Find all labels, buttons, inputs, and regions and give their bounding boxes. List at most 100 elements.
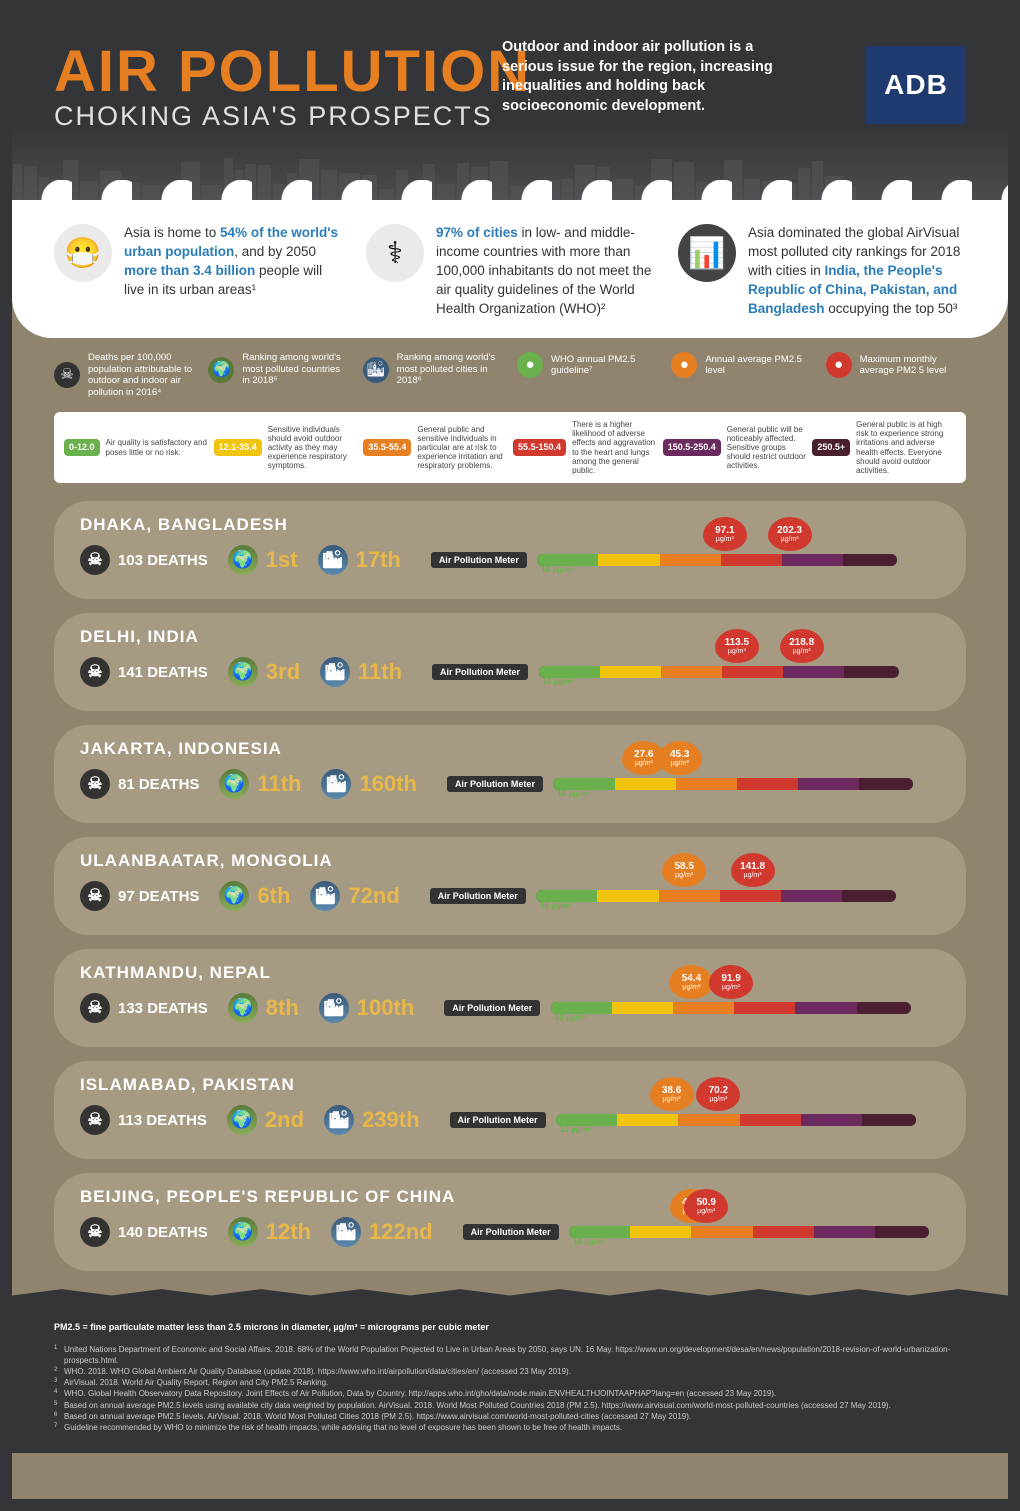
meter-bar	[556, 1114, 916, 1126]
pollution-meter: 41.4µg/m³ 50.9µg/m³ Air Pollution Meter …	[463, 1223, 940, 1241]
deaths-value: 113 DEATHS	[118, 1112, 207, 1129]
pollution-meter: 54.4µg/m³ 91.9µg/m³ Air Pollution Meter …	[444, 999, 940, 1017]
max-bubble: 202.3µg/m³	[768, 517, 812, 551]
city-card-2: JAKARTA, INDONESIA ☠ 81 DEATHS 🌍 11th 🏙 160…	[54, 725, 966, 823]
footnote-6: Based on annual average PM2.5 levels. Ai…	[54, 1411, 966, 1422]
deaths-stat: ☠ 140 DEATHS	[80, 1217, 208, 1247]
globe-icon: 🌍	[227, 1105, 257, 1135]
globe-icon: 🌍	[219, 769, 249, 799]
max-bubble: 218.8µg/m³	[780, 629, 824, 663]
country-rank-value: 2nd	[265, 1107, 304, 1133]
guideline-mark: 10 µg/m³	[560, 1125, 593, 1134]
footnote-2: WHO. 2018. WHO Global Ambient Air Qualit…	[54, 1366, 966, 1377]
meter-label: Air Pollution Meter	[450, 1112, 546, 1128]
legend-icon: 🏙	[363, 357, 389, 383]
legend-item-4: ● Annual average PM2.5 level	[671, 352, 811, 378]
city-card-6: BEIJING, PEOPLE'S REPUBLIC OF CHINA ☠ 140…	[54, 1173, 966, 1271]
meter-bar	[551, 1002, 911, 1014]
max-bubble: 141.8µg/m³	[731, 853, 775, 887]
aqi-segment-2: 35.5-55.4 General public and sensitive i…	[363, 420, 507, 475]
fact-icon: ⚕	[366, 224, 424, 282]
header: AIR POLLUTION CHOKING ASIA'S PROSPECTS O…	[12, 12, 1008, 200]
city-name: ISLAMABAD, PAKISTAN	[80, 1075, 940, 1095]
deaths-value: 81 DEATHS	[118, 776, 199, 793]
pollution-meter: 38.6µg/m³ 70.2µg/m³ Air Pollution Meter …	[450, 1111, 940, 1129]
guideline-mark: 10 µg/m³	[540, 901, 573, 910]
legend-item-3: ● WHO annual PM2.5 guideline⁷	[517, 352, 657, 378]
city-rank-value: 11th	[358, 659, 402, 685]
aqi-range: 250.5+	[812, 439, 850, 455]
guideline-mark: 10 µg/m³	[573, 1237, 606, 1246]
pollution-meter: 58.5µg/m³ 141.8µg/m³ Air Pollution Meter…	[430, 887, 940, 905]
country-rank-value: 6th	[257, 883, 290, 909]
city-card-3: ULAANBAATAR, MONGOLIA ☠97 DEATHS 🌍6th 🏙7…	[54, 837, 966, 935]
footer: PM2.5 = fine particulate matter less tha…	[12, 1305, 1008, 1453]
deaths-stat: ☠ 81 DEATHS	[80, 769, 199, 799]
city-card-1: DELHI, INDIA ☠141 DEATHS 🌍3rd 🏙11th 113.…	[54, 613, 966, 711]
city-rank-value: 100th	[357, 995, 414, 1021]
footer-wave	[12, 1289, 1008, 1305]
skull-icon: ☠	[80, 1217, 110, 1247]
aqi-range: 150.5-250.4	[663, 439, 721, 455]
pollution-meter: 113.5µg/m³ 218.8µg/m³ Air Pollution Mete…	[432, 663, 940, 681]
city-rank-value: 239th	[362, 1107, 419, 1133]
deaths-value: 103 DEATHS	[118, 552, 208, 569]
city-icon: 🏙	[331, 1217, 361, 1247]
skull-icon: ☠	[80, 993, 110, 1023]
country-rank: 🌍 2nd	[227, 1105, 304, 1135]
country-rank-value: 12th	[266, 1219, 311, 1245]
fact-text: Asia is home to 54% of the world's urban…	[124, 224, 342, 300]
aqi-desc: Sensitive individuals should avoid outdo…	[268, 425, 358, 471]
fact-text: 97% of cities in low- and middle-income …	[436, 224, 654, 318]
meter-bar	[536, 890, 896, 902]
legend-item-5: ● Maximum monthly average PM2.5 level	[826, 352, 966, 378]
legend-icon: ☠	[54, 362, 80, 388]
avg-bubble: 113.5µg/m³	[715, 629, 759, 663]
globe-icon: 🌍	[228, 1217, 258, 1247]
country-rank-value: 11th	[257, 771, 301, 797]
avg-bubble: 58.5µg/m³	[662, 853, 706, 887]
aqi-segment-5: 250.5+ General public is at high risk to…	[812, 420, 956, 475]
meter-label: Air Pollution Meter	[444, 1000, 540, 1016]
footnote-3: AirVisual. 2018. World Air Quality Repor…	[54, 1377, 966, 1388]
country-rank-value: 3rd	[266, 659, 300, 685]
aqi-desc: There is a higher likelihood of adverse …	[572, 420, 657, 475]
city-name: BEIJING, PEOPLE'S REPUBLIC OF CHINA	[80, 1187, 940, 1207]
deaths-stat: ☠103 DEATHS	[80, 545, 208, 575]
city-rank: 🏙 17th	[318, 545, 401, 575]
city-list: DHAKA, BANGLADESH ☠103 DEATHS 🌍1st 🏙17th…	[12, 483, 1008, 1281]
aqi-range: 35.5-55.4	[363, 439, 411, 455]
meter-label: Air Pollution Meter	[447, 776, 543, 792]
guideline-mark: 10 µg/m³	[542, 677, 575, 686]
city-icon: 🏙	[318, 545, 348, 575]
fact-0: 😷 Asia is home to 54% of the world's urb…	[54, 224, 342, 318]
city-name: JAKARTA, INDONESIA	[80, 739, 940, 759]
city-card-0: DHAKA, BANGLADESH ☠103 DEATHS 🌍1st 🏙17th…	[54, 501, 966, 599]
footnote-5: Based on annual average PM2.5 levels usi…	[54, 1400, 966, 1411]
skull-icon: ☠	[80, 769, 110, 799]
country-rank: 🌍 12th	[228, 1217, 311, 1247]
fact-2: 📊 Asia dominated the global AirVisual mo…	[678, 224, 966, 318]
meter-label: Air Pollution Meter	[431, 552, 527, 568]
fact-icon: 📊	[678, 224, 736, 282]
city-name: KATHMANDU, NEPAL	[80, 963, 940, 983]
globe-icon: 🌍	[228, 657, 258, 687]
footnote-list: United Nations Department of Economic an…	[54, 1344, 966, 1434]
aqi-desc: General public and sensitive individuals…	[417, 425, 507, 471]
city-rank: 🏙 160th	[321, 769, 416, 799]
fact-icon: 😷	[54, 224, 112, 282]
city-name: ULAANBAATAR, MONGOLIA	[80, 851, 940, 871]
city-icon: 🏙	[321, 769, 351, 799]
deaths-stat: ☠113 DEATHS	[80, 1105, 207, 1135]
legend-item-1: 🌍 Ranking among world's most polluted co…	[208, 352, 348, 386]
deaths-value: 140 DEATHS	[118, 1224, 208, 1241]
country-rank: 🌍1st	[228, 545, 298, 575]
city-rank-value: 160th	[359, 771, 416, 797]
city-rank-value: 17th	[356, 547, 401, 573]
city-rank: 🏙100th	[319, 993, 414, 1023]
city-rank: 🏙122nd	[331, 1217, 433, 1247]
legend-icon: ●	[517, 352, 543, 378]
pollution-meter: 27.6µg/m³ 45.3µg/m³ Air Pollution Meter …	[447, 775, 940, 793]
aqi-segment-1: 12.1-35.4 Sensitive individuals should a…	[214, 420, 358, 475]
aqi-segment-0: 0-12.0 Air quality is satisfactory and p…	[64, 420, 208, 475]
